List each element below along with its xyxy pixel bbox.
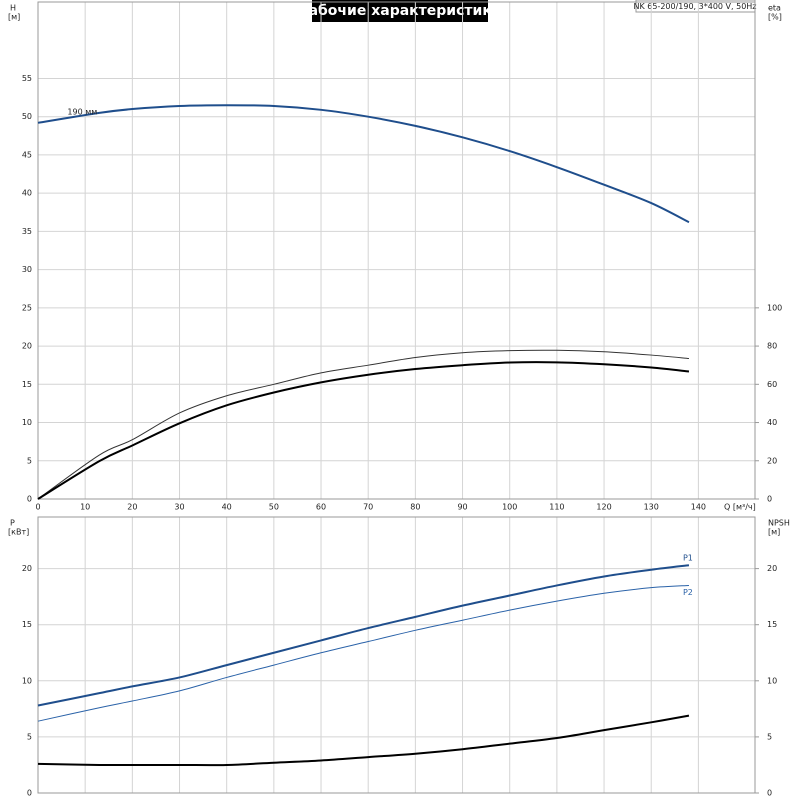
- y-tick-label: 10: [22, 676, 32, 685]
- y-tick-label: 10: [22, 418, 32, 427]
- x-tick-label: 50: [269, 503, 279, 512]
- x-tick-label: 30: [174, 503, 184, 512]
- x-tick-label: 120: [596, 503, 611, 512]
- x-tick-label: 90: [457, 503, 467, 512]
- series-line: [37, 104, 690, 224]
- y2-axis-unit: [м]: [768, 528, 780, 537]
- y-tick-label: 30: [22, 265, 32, 274]
- y2-axis-label: NPSH: [768, 519, 790, 528]
- series-line: [37, 584, 689, 722]
- y2-tick-label: 20: [767, 456, 777, 465]
- y2-tick-label: 0: [767, 495, 772, 504]
- y2-tick-label: 0: [767, 789, 772, 798]
- y2-tick-label: 60: [767, 380, 777, 389]
- y2-axis-unit: [%]: [768, 13, 782, 22]
- y-tick-label: 20: [22, 342, 32, 351]
- y-tick-label: 45: [22, 150, 32, 159]
- y-tick-label: 50: [22, 112, 32, 121]
- series-label: P2: [683, 588, 693, 597]
- y-tick-label: 25: [22, 303, 32, 312]
- annotation: 190 мм: [67, 107, 97, 116]
- y-tick-label: 0: [27, 789, 32, 798]
- y-tick-label: 5: [27, 732, 32, 741]
- y-tick-label: 55: [22, 74, 32, 83]
- x-tick-label: 10: [80, 503, 90, 512]
- x-tick-label: 40: [222, 503, 232, 512]
- y-axis-label: P: [10, 519, 15, 528]
- y-axis-unit: [м]: [8, 13, 20, 22]
- y-tick-label: 20: [22, 564, 32, 573]
- x-tick-label: 80: [410, 503, 420, 512]
- y2-tick-label: 15: [767, 620, 777, 629]
- x-tick-label: 60: [316, 503, 326, 512]
- y-tick-label: 15: [22, 620, 32, 629]
- x-tick-label: 130: [644, 503, 659, 512]
- series-line: [37, 361, 690, 500]
- x-tick-label: 140: [691, 503, 706, 512]
- x-tick-label: 110: [549, 503, 564, 512]
- y2-tick-label: 100: [767, 303, 782, 312]
- chart-subtitle: NK 65-200/190, 3*400 V, 50Hz: [633, 2, 756, 11]
- y-tick-label: 0: [27, 495, 32, 504]
- y-tick-label: 40: [22, 189, 32, 198]
- series-line: [37, 349, 690, 500]
- y2-axis-label: eta: [768, 4, 781, 13]
- y2-tick-label: 5: [767, 732, 772, 741]
- y-axis-unit: [кВт]: [8, 528, 29, 537]
- x-axis-label: Q [м³/ч]: [724, 503, 756, 512]
- x-tick-label: 70: [363, 503, 373, 512]
- y-tick-label: 15: [22, 380, 32, 389]
- y-axis-label: H: [10, 4, 16, 13]
- y2-tick-label: 10: [767, 676, 777, 685]
- series-line: [37, 564, 690, 707]
- y2-tick-label: 40: [767, 418, 777, 427]
- title-box: [312, 0, 488, 22]
- y-tick-label: 35: [22, 227, 32, 236]
- plot-frame: [37, 516, 756, 794]
- y-tick-label: 5: [27, 456, 32, 465]
- y2-tick-label: 80: [767, 342, 777, 351]
- x-tick-label: 100: [502, 503, 517, 512]
- plot-frame: [37, 1, 756, 500]
- chart-title: Рабочие характеристики: [298, 3, 501, 19]
- x-tick-label: 20: [127, 503, 137, 512]
- series-line: [37, 714, 690, 767]
- x-tick-label: 0: [35, 503, 40, 512]
- series-label: P1: [683, 554, 693, 563]
- y2-tick-label: 20: [767, 564, 777, 573]
